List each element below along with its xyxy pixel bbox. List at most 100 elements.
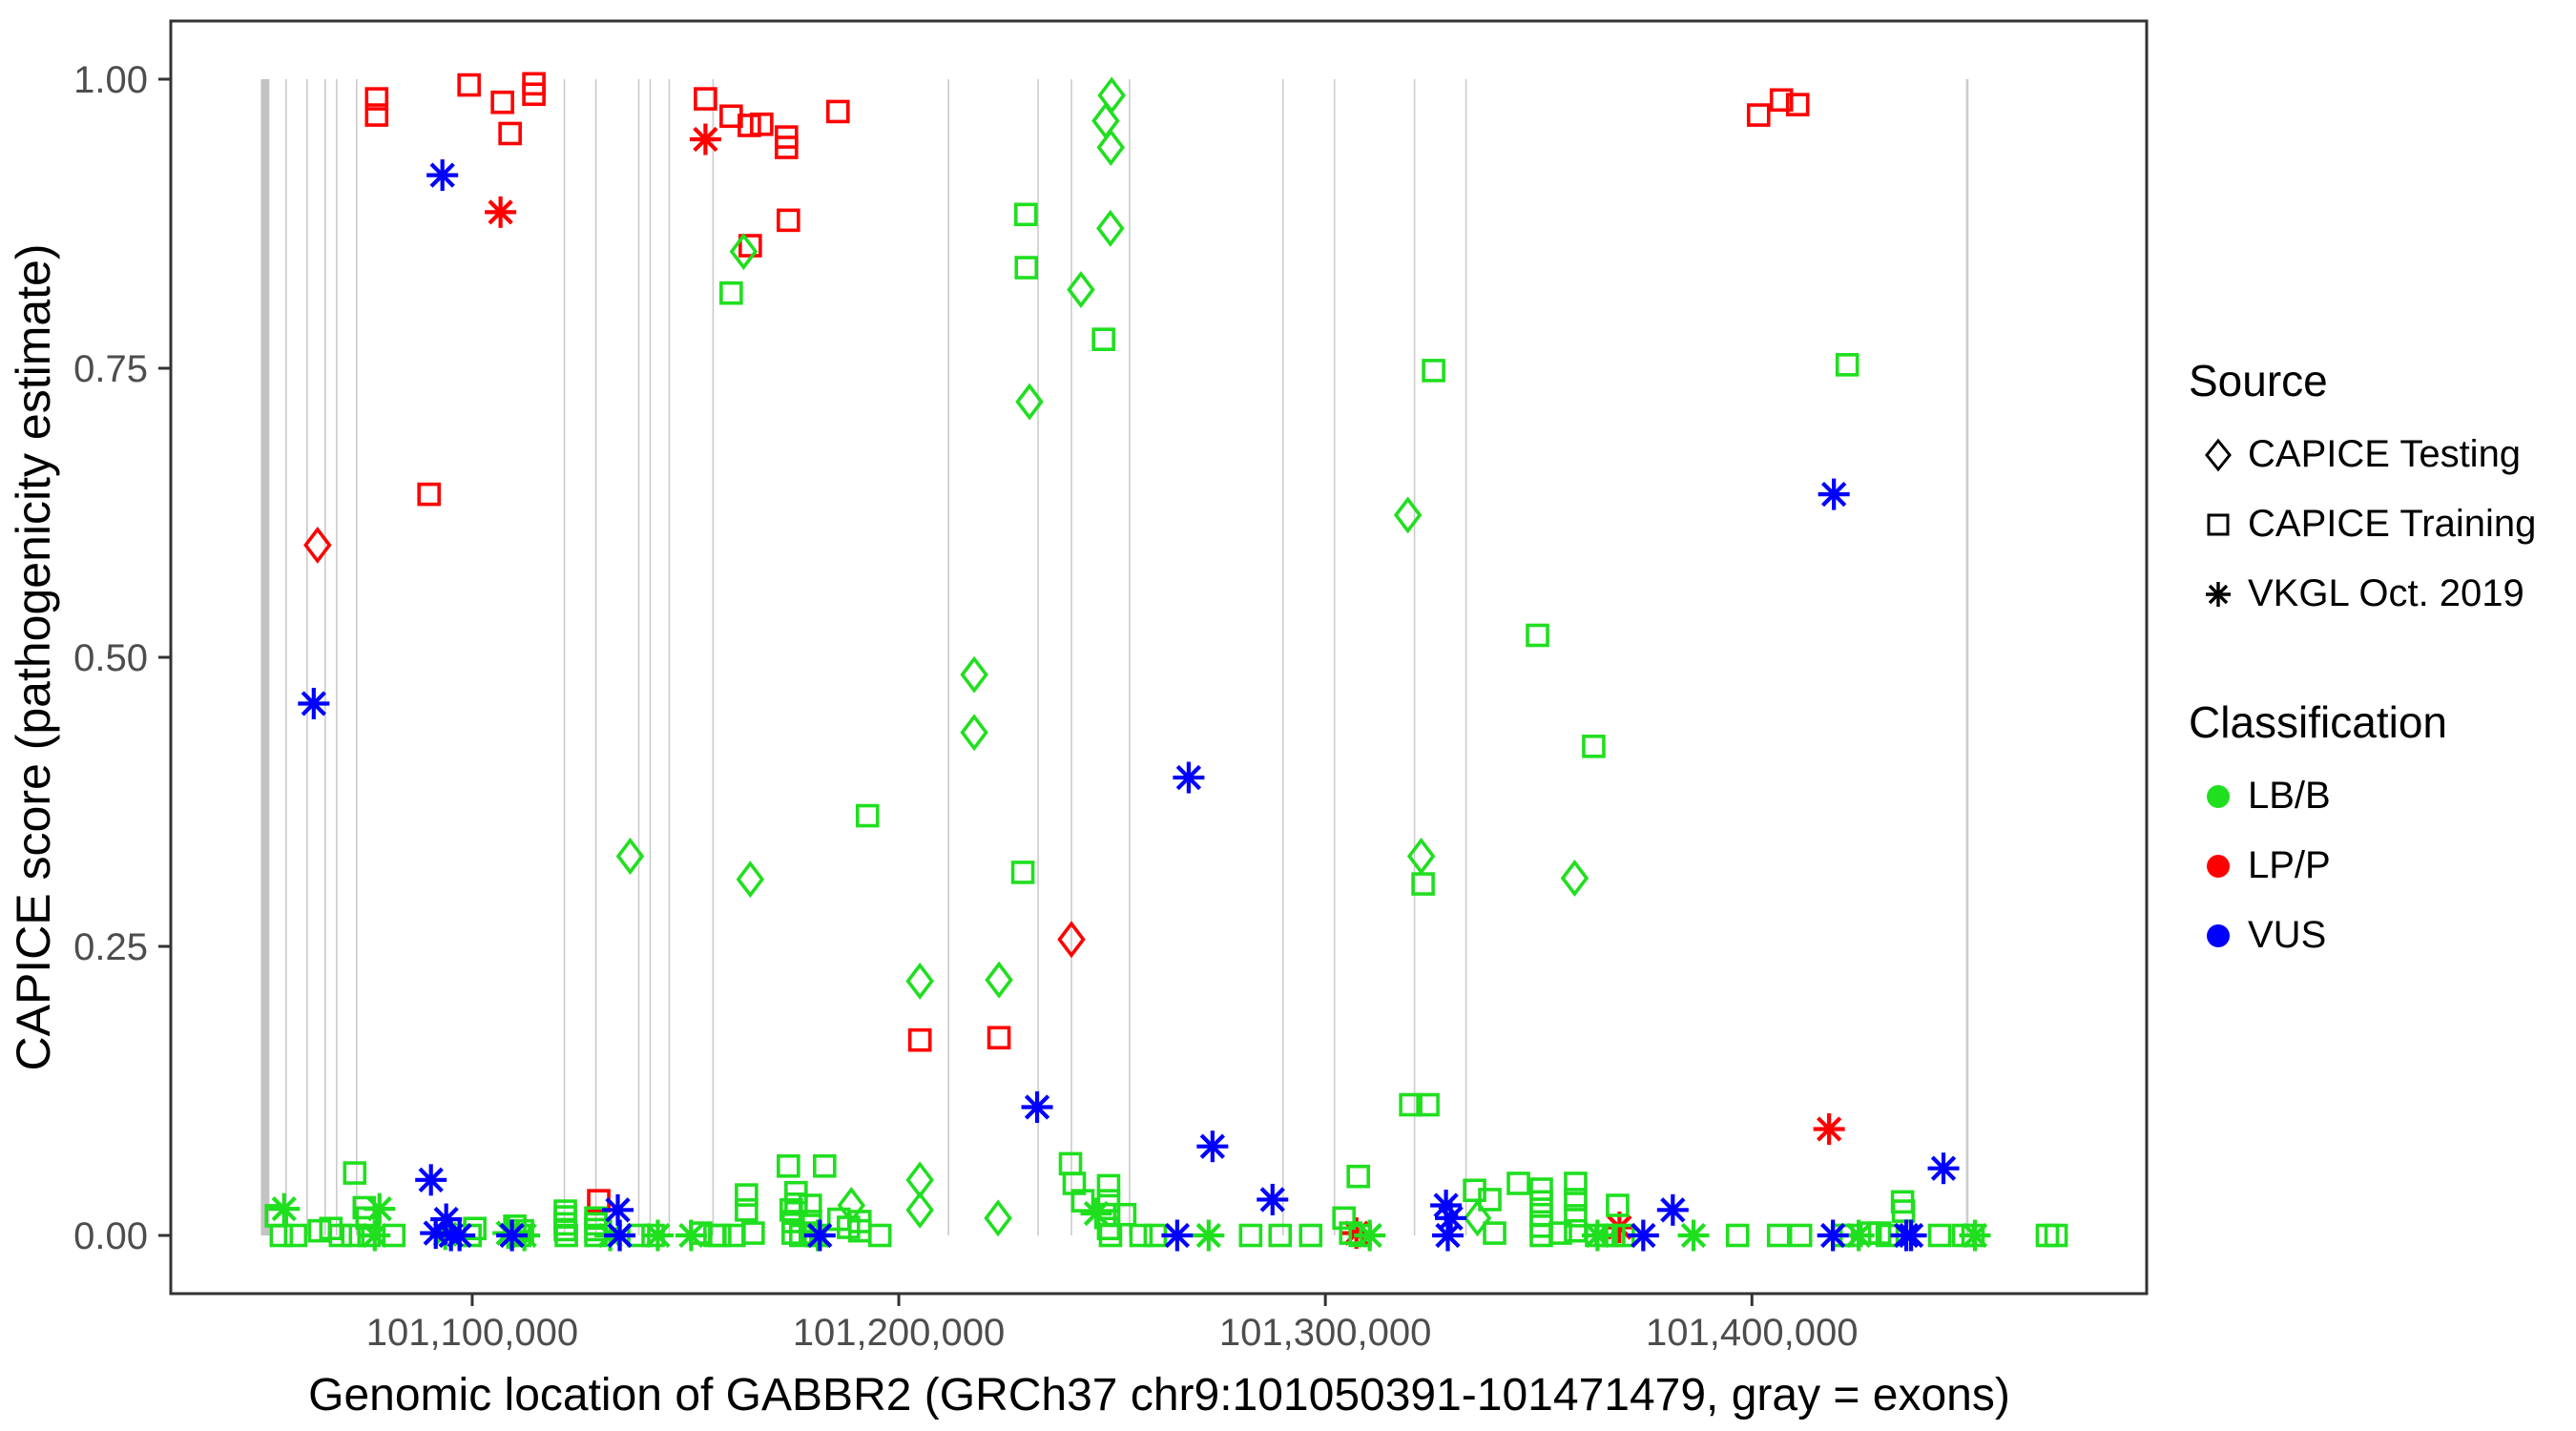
data-point-asterisk [1817,1219,1849,1252]
data-point-square [1411,872,1435,896]
data-point-square [1746,103,1771,127]
data-point-asterisk [359,1219,391,1252]
legend-item-lbb: LB/B [2189,761,2570,831]
data-point-asterisk [1080,1197,1112,1230]
lpp-dot-icon [2189,844,2248,888]
data-point-square [283,1223,308,1248]
data-point-diamond [1096,209,1125,247]
data-point-diamond [1057,921,1086,959]
data-point-square [1564,1188,1588,1212]
data-point-square [1564,1204,1588,1228]
data-point-square [907,1027,932,1052]
data-point-diamond [1406,837,1436,875]
legend-item-label: LP/P [2248,844,2331,886]
data-point-square [867,1223,892,1248]
data-point-asterisk [1813,1112,1845,1145]
data-point-asterisk [1627,1219,1659,1252]
diamond-icon [2189,433,2248,477]
data-point-square [1332,1206,1357,1231]
data-point-diamond [736,861,765,899]
data-point-diamond [1463,1199,1492,1237]
data-point-square [1529,1190,1553,1214]
data-point-asterisk [1193,1219,1225,1252]
data-point-diamond [303,526,332,564]
data-point-square [1891,1199,1916,1223]
data-point-square [364,103,389,127]
legend-item-capice-training: CAPICE Training [2189,489,2570,559]
data-point-square [1835,353,1859,377]
data-point-asterisk [1927,1152,1960,1185]
data-point-square [719,280,743,305]
data-point-square [735,1198,758,1222]
data-point-square [1422,359,1445,383]
legend-item-label: VUS [2248,914,2327,956]
data-point-square [522,82,546,107]
data-point-square [1091,327,1115,352]
data-point-square [784,1192,808,1216]
data-point-square [328,1223,353,1248]
data-point-asterisk [1021,1090,1053,1123]
data-point-square [490,90,514,114]
data-point-square [1564,1172,1588,1195]
data-point-square [777,208,800,233]
x-tick-label: 101,300,000 [1219,1312,1431,1354]
data-point-square [1098,1223,1123,1248]
data-point-diamond [905,1191,934,1229]
data-point-asterisk [1677,1219,1710,1252]
data-point-square [1070,1189,1095,1213]
data-point-square [779,1198,803,1222]
exon-lines-layer [260,79,1969,1235]
legend-item-label: CAPICE Training [2248,503,2537,545]
data-point-square [1399,1092,1423,1117]
data-point-square [1506,1172,1530,1195]
data-point-square [2044,1223,2068,1248]
data-point-square [694,87,717,111]
lbb-dot-icon [2189,775,2248,819]
data-point-square [1766,1223,1791,1248]
y-tick-label: 0.50 [73,637,148,679]
data-point-square [264,1204,289,1228]
data-point-square [1927,1223,1952,1248]
data-point-square [1096,1216,1121,1241]
data-point-square [1096,1173,1121,1198]
data-point-asterisk [485,196,517,228]
data-point-square [813,1153,837,1178]
data-point-asterisk [415,1164,447,1196]
data-point-square [1785,93,1810,116]
data-point-asterisk [641,1219,674,1252]
data-point-square [1298,1223,1323,1248]
data-point-square [1010,861,1035,884]
data-point-square [1526,623,1549,648]
asterisk-icon [2189,572,2248,616]
data-point-square [1268,1223,1293,1248]
data-point-asterisk [604,1219,636,1252]
panel-border [169,19,2149,1296]
data-point-square [1725,1223,1750,1248]
data-point-asterisk [803,1219,836,1252]
data-point-diamond [985,961,1013,999]
data-point-diamond [905,962,934,1000]
data-point-asterisk [1257,1183,1289,1215]
data-point-asterisk [298,687,330,719]
data-point-square [1529,1177,1553,1201]
data-point-asterisk [1173,761,1205,794]
legend-item-vus: VUS [2189,901,2570,970]
data-point-square [1606,1193,1630,1217]
data-point-square [855,803,880,828]
axis-ticks-layer: 101,100,000 101,200,000 101,300,000 101,400… [73,59,1858,1354]
data-point-square [1483,1221,1506,1245]
data-point-asterisk [1959,1219,1991,1252]
data-point-square [722,1223,746,1248]
data-point-square [825,99,850,124]
data-point-square [1238,1223,1263,1248]
data-point-square [741,1221,765,1245]
data-point-asterisk [1581,1219,1613,1252]
data-point-square [1013,202,1038,227]
data-point-asterisk [1196,1130,1229,1163]
legend-item-label: LB/B [2248,775,2331,817]
data-point-diamond [960,714,988,752]
legend-item-vkgl: VKGL Oct. 2019 [2189,559,2570,629]
data-point-square [777,1153,800,1178]
